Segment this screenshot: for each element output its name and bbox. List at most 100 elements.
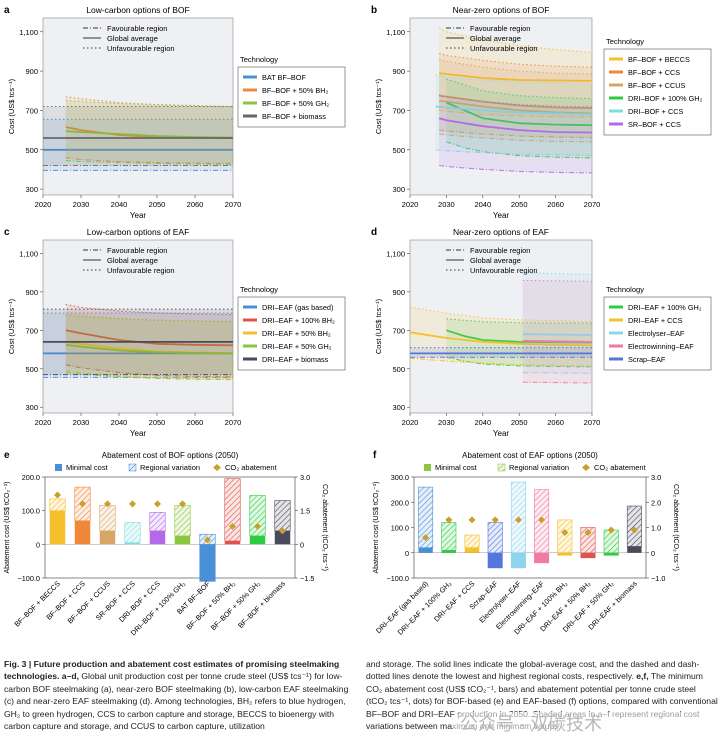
top-legend-label: Favourable region [470, 24, 530, 33]
y-tick-label: 300.0 [391, 473, 409, 482]
x-axis-label: Year [130, 429, 147, 438]
watermark: 公众号 · 双碳技术 [452, 712, 710, 736]
x-tick-label: 2050 [149, 418, 166, 427]
y-tick-label: 300 [392, 403, 405, 412]
top-legend-label: Unfavourable region [107, 44, 175, 53]
favourable-line-dri-eaf-ccs [409, 357, 593, 367]
band-electrolyser-eaf [522, 272, 592, 374]
favourable-line-bf-bof-beccs [439, 109, 593, 118]
y-axis-label: Abatement cost (US$ tCO₂⁻¹) [373, 482, 380, 574]
band-bf-bof-50-gh [65, 100, 233, 165]
band-dri-eaf-50-gh [65, 315, 233, 380]
unfavourable-line-dri-bof-ccs [435, 74, 593, 85]
y2-tick-label: 0 [300, 540, 304, 549]
y-tick-label: 300 [25, 403, 38, 412]
bar-minimal-cost-bf-bof-50-bh [224, 540, 241, 545]
legend-label-dri-eaf-gas-based: DRI–EAF (gas based) [262, 303, 333, 312]
y-tick-label: 1,100 [19, 28, 38, 37]
favourable-line-electrowinning-eaf [522, 381, 593, 384]
panel-letter: d [371, 227, 377, 238]
co2-abatement-dot-dri-eaf-biomass [630, 526, 638, 534]
average-line-dri-eaf-50-gh [65, 343, 234, 355]
average-line-bf-bof-ccus [438, 99, 593, 115]
co2-abatement-dot-bf-bof-ccus [104, 500, 111, 508]
favourable-line-bf-bof-ccs [439, 129, 593, 139]
average-line-electrowinning-eaf [522, 340, 593, 343]
legend-label-co2-abatement: CO₂ abatement [225, 463, 278, 472]
y-tick-label: 1,100 [386, 28, 405, 37]
x-tick-label: 2060 [187, 418, 204, 427]
y-tick-label: 500 [25, 365, 38, 374]
panel-b: b Near-zero options of BOF 300 500 700 900 1,1… [371, 5, 712, 220]
y-tick-label: 300 [25, 185, 38, 194]
y-tick-label: 100.0 [22, 507, 40, 516]
unfavourable-line-dri-eaf-ccs [409, 306, 593, 323]
y-tick-label: 900 [392, 288, 405, 297]
plot-area [42, 239, 234, 414]
y-tick-label: 0 [36, 540, 40, 549]
top-legend-label: Unfavourable region [470, 44, 538, 53]
co2-abatement-dot-bf-bof-biomass [279, 527, 286, 535]
bar-regional-variation-dri-eaf-50-gh [603, 529, 619, 556]
y-axis-label: Cost (US$ tcs⁻¹) [374, 298, 383, 354]
co2-abatement-dot-dri-eaf-50-gh [607, 526, 615, 534]
co2-abatement-dot-dri-bof-ccs [154, 500, 161, 508]
legend-label-electrowinning-eaf: Electrowinning–EAF [628, 342, 694, 351]
average-line-electrolyser-eaf [522, 333, 593, 336]
unfavourable-line-dri-eaf-100-bh [65, 303, 234, 316]
top-legend-label: Global average [470, 256, 521, 265]
co2-abatement-dot-dri-eaf-gas-based [422, 534, 430, 542]
legend-title: Technology [606, 285, 644, 294]
caption-text-right-intro: and storage. The solid lines indicate th… [366, 659, 700, 682]
plot-area [409, 239, 593, 414]
legend-label-dri-eaf-biomass: DRI–EAF + biomass [262, 355, 329, 364]
legend-label-dri-eaf-ccs: DRI–EAF + CCS [628, 316, 683, 325]
x-tick-label: 2060 [187, 200, 204, 209]
panel-a: a Low-carbon options of BOF 300 500 700 900 1,… [4, 5, 346, 220]
legend-label-sr-bof-ccs: SR–BOF + CCS [628, 120, 681, 129]
bar-minimal-cost-dri-eaf-100-bh [557, 552, 572, 556]
x-tick-label: 2030 [438, 418, 455, 427]
band-bf-bof-biomass [43, 106, 233, 166]
x-tick-label: 2030 [73, 418, 90, 427]
x-tick-label: 2050 [149, 200, 166, 209]
y2-tick-label: 3.0 [300, 473, 310, 482]
bar-regional-variation-bf-bof-biomass [274, 500, 291, 532]
favourable-line-bf-bof-ccus [439, 133, 593, 143]
favourable-line-dri-eaf-100-bh [65, 364, 234, 378]
bar-minimal-cost-sr-bof-ccs [124, 542, 141, 545]
bar-regional-variation-sr-bof-ccs [124, 522, 141, 543]
panel-letter: a [4, 5, 10, 16]
legend-label-dri-eaf-50-gh: DRI–EAF + 50% GH₂ [262, 342, 332, 351]
y-tick-label: 900 [25, 67, 38, 76]
y-tick-label: 1,100 [386, 249, 405, 258]
bar-regional-variation-dri-eaf-ccs [464, 534, 480, 549]
caption-heading: Fig. 3 | Future production and abatement… [4, 659, 340, 682]
panel-title: Near-zero options of BOF [453, 5, 550, 15]
legend-label-dri-eaf-100-bh: DRI–EAF + 100% BH₂ [262, 316, 335, 325]
legend-label-bf-bof-beccs: BF–BOF + BECCS [628, 55, 690, 64]
co2-abatement-dot-electrolyser-eaf [514, 516, 522, 524]
band-bf-bof-beccs [439, 27, 592, 118]
top-legend-label: Global average [470, 34, 521, 43]
y-tick-label: 500 [392, 365, 405, 374]
co2-abatement-dot-scrap-eaf [491, 516, 499, 524]
band-bf-bof-50-bh [65, 96, 233, 164]
legend-label-minimal-cost: Minimal cost [435, 463, 478, 472]
bar-regional-variation-dri-bof-100-gh [174, 505, 191, 537]
y-tick-label: 100.0 [391, 524, 409, 533]
legend-label-bat-bf-bof: BAT BF–BOF [262, 73, 306, 82]
y2-axis-label: CO₂ abatement (tCO₂ tcs⁻¹) [321, 484, 328, 571]
bar-minimal-cost-bat-bf-bof [199, 544, 216, 582]
favourable-line-electrolyser-eaf [522, 372, 593, 374]
bar-minimal-cost-bf-bof-beccs [49, 510, 66, 545]
x-tick-label: 2020 [35, 418, 52, 427]
x-tick-label: 2040 [111, 200, 128, 209]
average-line-dri-eaf-100-gh [446, 329, 593, 344]
bar-minimal-cost-dri-bof-100-gh [174, 535, 191, 545]
x-tick-label: 2020 [402, 200, 419, 209]
legend-label-dri-eaf-50-bh: DRI–EAF + 50% BH₂ [262, 329, 331, 338]
unfavourable-line-electrowinning-eaf [522, 279, 593, 282]
panel-title: Abatement cost of EAF options (2050) [462, 451, 598, 460]
y-tick-label: 700 [25, 106, 38, 115]
